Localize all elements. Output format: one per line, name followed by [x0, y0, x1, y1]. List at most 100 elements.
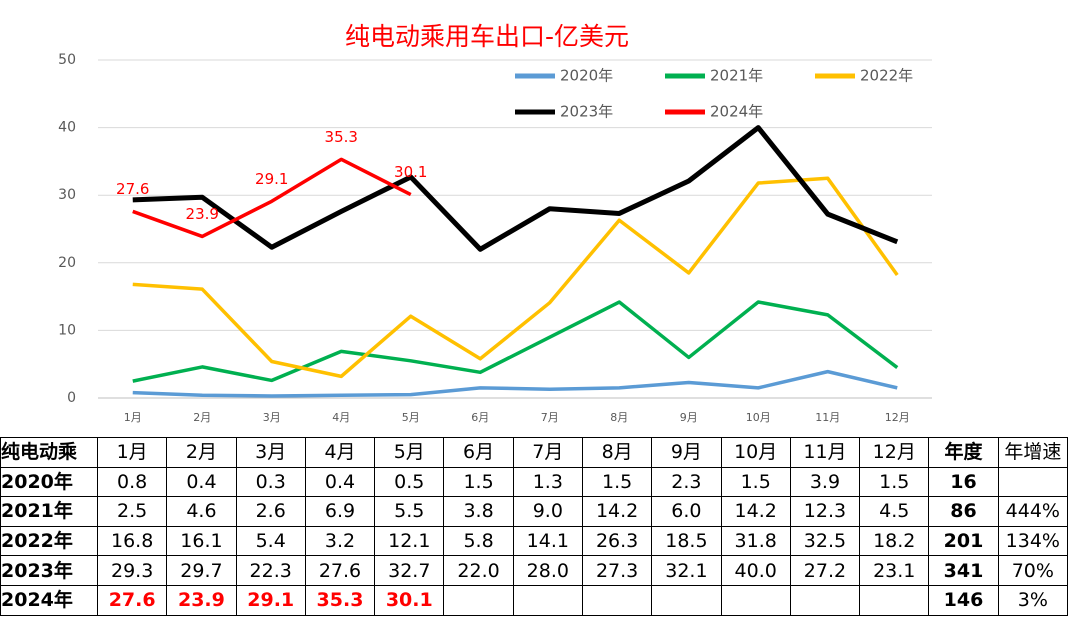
table-row: 2021年 2.5 4.6 2.6 6.9 5.5 3.8 9.0 14.2 6.0 14.2 12.…: [0, 496, 1069, 527]
table-cell: 9月: [651, 437, 722, 468]
table-cell: 27.2: [789, 555, 861, 586]
table-cell: 341: [928, 555, 999, 586]
table-cell: 40.0: [720, 555, 791, 586]
table-cell: 1.5: [581, 466, 653, 498]
legend-label: 2022年: [860, 67, 913, 85]
table-cell: 27.6: [304, 555, 376, 586]
table-cell: 32.7: [374, 555, 445, 586]
x-tick-label: 11月: [815, 411, 840, 424]
chart: 纯电动乘用车出口-亿美元 0 10 20 30 40 50 1月 2月 3月 4月 5月 6月 7月 8月…: [58, 22, 932, 424]
table-cell: 6月: [443, 437, 514, 468]
table-cell: 9.0: [512, 496, 583, 527]
table-row: 2022年 16.8 16.1 5.4 3.2 12.1 5.8 14.1 26.3 18.5 31…: [0, 525, 1069, 557]
table-cell: 2.3: [651, 466, 722, 498]
table-cell: 4.5: [859, 496, 930, 527]
table-cell: 12.3: [789, 496, 861, 527]
data-label: 35.3: [325, 128, 358, 146]
table-cell: 1.5: [859, 466, 930, 498]
x-tick-label: 6月: [471, 411, 489, 424]
table-cell: 86: [928, 496, 999, 527]
legend-label: 2020年: [560, 67, 613, 85]
x-tick-label: 2月: [193, 411, 211, 424]
table-cell: 201: [928, 525, 999, 557]
table-cell: 10月: [720, 437, 791, 468]
table-cell: 16: [928, 466, 999, 498]
table-cell: 2023年: [0, 555, 98, 586]
table-cell: 0.8: [96, 466, 168, 498]
table-cell: [859, 584, 930, 616]
y-tick-label: 0: [67, 390, 76, 406]
table-cell: 134%: [997, 525, 1069, 557]
table-cell: 0.3: [235, 466, 306, 498]
data-label: 27.6: [116, 180, 149, 198]
table-cell: [789, 584, 861, 616]
x-tick-label: 9月: [680, 411, 698, 424]
table-cell: 5月: [374, 437, 445, 468]
table-cell: 29.1: [235, 584, 306, 616]
table-cell: 3.9: [789, 466, 861, 498]
table-cell: [443, 584, 514, 616]
table-cell: [720, 584, 791, 616]
y-tick-label: 20: [58, 255, 76, 271]
table-cell: 22.0: [443, 555, 514, 586]
x-tick-label: 10月: [746, 411, 771, 424]
x-tick-label: 1月: [124, 411, 142, 424]
header-row: 纯电动乘 1月 2月 3月 4月 5月 6月 7月 8月 9月 10月 11月 12月 年度 年增速: [0, 437, 1069, 468]
table-cell: 2月: [166, 437, 237, 468]
table-cell: 26.3: [581, 525, 653, 557]
table-cell: 16.8: [96, 525, 168, 557]
table-cell: 14.1: [512, 525, 583, 557]
data-label: 29.1: [255, 170, 288, 188]
x-tick-label: 4月: [332, 411, 350, 424]
table-cell: 2022年: [0, 525, 98, 557]
table-cell: 纯电动乘: [0, 437, 98, 468]
table-row: 2020年 0.8 0.4 0.3 0.4 0.5 1.5 1.3 1.5 2.3 1.5 3.9 1.…: [0, 466, 1069, 498]
series-line: [132, 300, 899, 383]
table-cell: 146: [928, 584, 999, 616]
table-cell: 年增速: [997, 437, 1069, 468]
data-label: 23.9: [186, 205, 219, 223]
table-cell: 70%: [997, 555, 1069, 586]
y-tick-label: 50: [58, 52, 76, 68]
table-cell: 3月: [235, 437, 306, 468]
table-cell: 2.6: [235, 496, 306, 527]
data-table: 纯电动乘 1月 2月 3月 4月 5月 6月 7月 8月 9月 10月 11月 12月 年度 年增速 2020…: [0, 437, 1069, 616]
table-cell: 0.4: [166, 466, 237, 498]
table-cell: 23.9: [166, 584, 237, 616]
table-cell: 22.3: [235, 555, 306, 586]
table-cell: 18.5: [651, 525, 722, 557]
table-cell: 32.1: [651, 555, 722, 586]
table-cell: 5.4: [235, 525, 306, 557]
table-cell: 年度: [928, 437, 999, 468]
legend-label: 2023年: [560, 103, 613, 121]
table-cell: 6.0: [651, 496, 722, 527]
table-cell: 1.5: [720, 466, 791, 498]
table-cell: 14.2: [581, 496, 653, 527]
table-cell: 35.3: [304, 584, 376, 616]
x-tick-label: 5月: [402, 411, 420, 424]
table-cell: 12.1: [374, 525, 445, 557]
table-cell: 6.9: [304, 496, 376, 527]
table-cell: [651, 584, 722, 616]
table-cell: 3.2: [304, 525, 376, 557]
chart-title: 纯电动乘用车出口-亿美元: [345, 22, 629, 51]
table-cell: 0.5: [374, 466, 445, 498]
table-cell: 1.5: [443, 466, 514, 498]
legend-label: 2024年: [710, 103, 763, 121]
table-cell: 30.1: [374, 584, 445, 616]
table-cell: 2.5: [96, 496, 168, 527]
table-cell: 29.7: [166, 555, 237, 586]
table-cell: 1.3: [512, 466, 583, 498]
table-cell: 5.8: [443, 525, 514, 557]
x-tick-label: 7月: [541, 411, 559, 424]
table-cell: 28.0: [512, 555, 583, 586]
y-tick-label: 30: [58, 187, 76, 203]
table-cell: 2024年: [0, 584, 98, 616]
table-cell: 4.6: [166, 496, 237, 527]
series-line: [132, 125, 899, 252]
legend-label: 2021年: [710, 67, 763, 85]
table-cell: [512, 584, 583, 616]
table-row: 2024年 27.6 23.9 29.1 35.3 30.1 146 3%: [0, 584, 1069, 616]
x-tick-label: 12月: [885, 411, 910, 424]
table-cell: 4月: [304, 437, 376, 468]
